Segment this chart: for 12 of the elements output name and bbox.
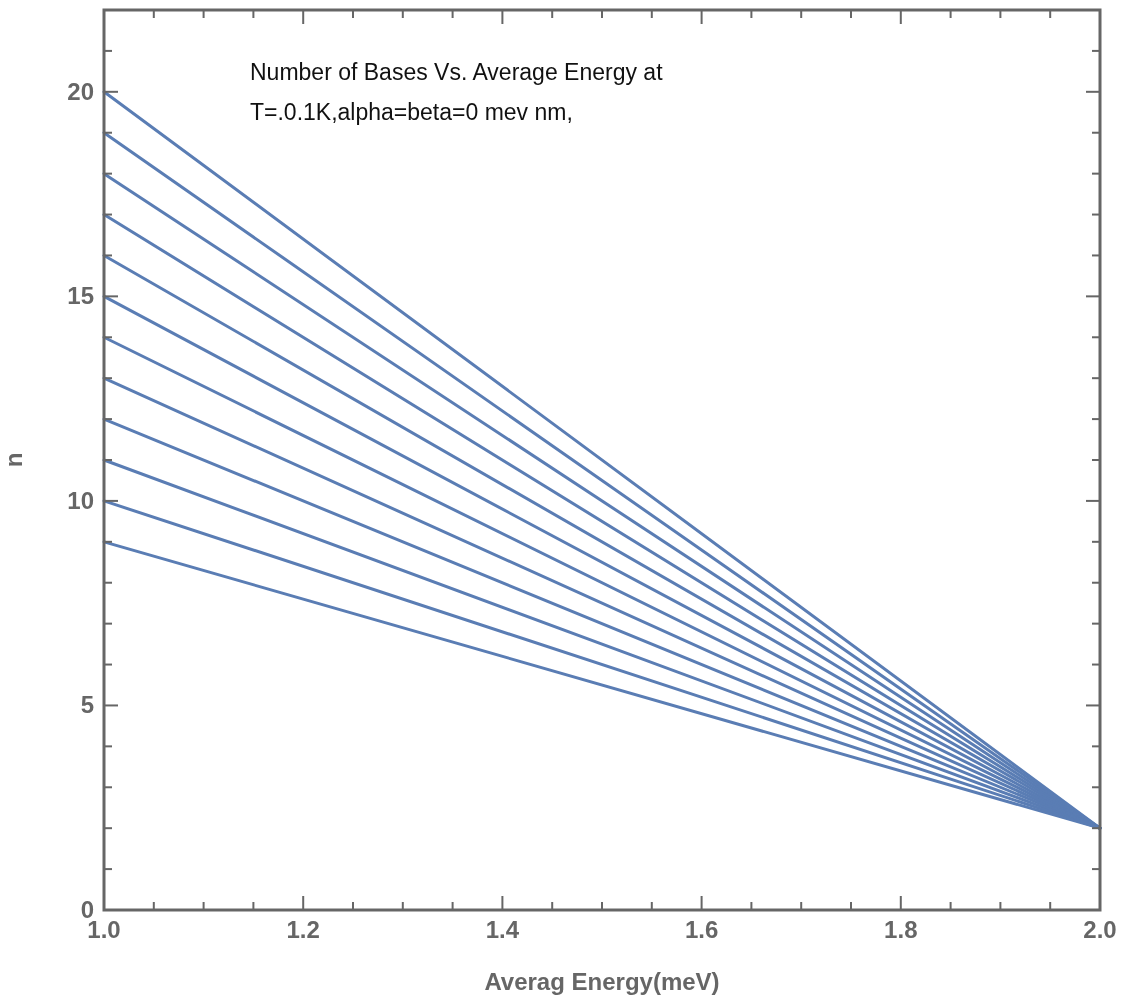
x-tick-label: 1.2 <box>286 916 320 943</box>
y-tick-label: 10 <box>67 486 94 514</box>
y-tick-label: 20 <box>67 77 94 105</box>
x-tick-label: 1.6 <box>684 916 719 943</box>
x-tick-label: 1.8 <box>884 916 918 943</box>
y-axis-title: n <box>0 452 27 468</box>
text: Number of Bases Vs. Average Energy at T=.0.1K,alpha=beta=0 mev nm, <box>250 59 664 125</box>
y-tick-label: 15 <box>67 282 94 310</box>
x-tick-label: 2.0 <box>1083 916 1117 943</box>
y-tick-label: 5 <box>80 691 94 719</box>
x-axis-title: Averag Energy(meV) <box>484 968 720 995</box>
x-tick-label: 1.4 <box>485 916 520 943</box>
